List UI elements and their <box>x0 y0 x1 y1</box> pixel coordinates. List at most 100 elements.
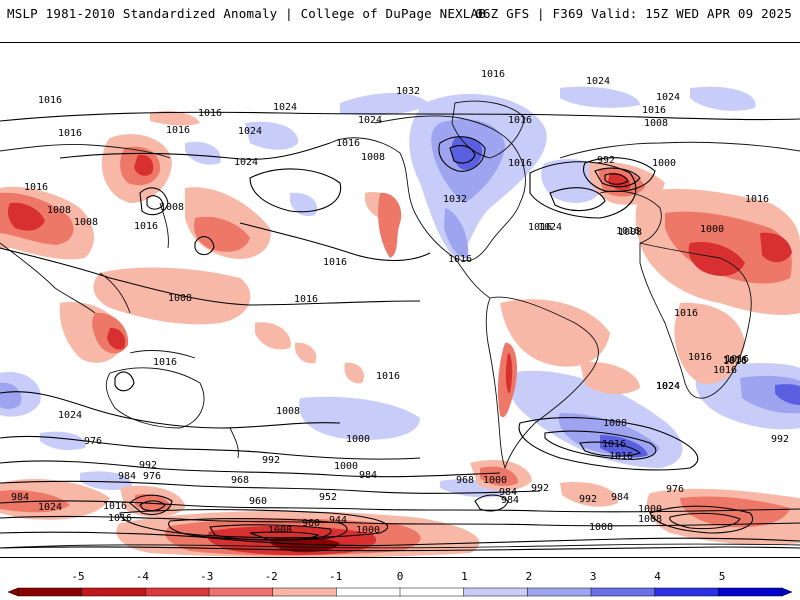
colorbar-left-arrow <box>7 587 19 597</box>
map-canvas: 1016102410161032102410161016102410161008… <box>0 69 800 557</box>
anomaly-region <box>674 302 745 384</box>
isobar-label: 1000 <box>334 461 358 472</box>
coastline <box>454 257 491 299</box>
anomaly-region <box>505 353 513 394</box>
isobar <box>474 494 509 512</box>
anomaly-region <box>7 202 46 231</box>
isobar-label: 1016 <box>616 226 640 237</box>
isobar <box>579 441 642 457</box>
isobar-label: 1016 <box>448 254 472 265</box>
isobar-label: 1016 <box>24 182 48 193</box>
anomaly-region <box>580 362 640 395</box>
isobar <box>594 167 641 188</box>
isobar-label: 968 <box>231 475 249 486</box>
anomaly-region <box>134 154 154 176</box>
isobar-label: 1024 <box>38 502 62 513</box>
isobar-label: 1016 <box>602 439 626 450</box>
anomaly-region <box>560 482 619 507</box>
anomaly-region <box>378 192 402 258</box>
isobar <box>129 494 173 516</box>
colorbar-tick-label: 5 <box>719 570 726 583</box>
isobar-label: 944 <box>329 515 347 526</box>
isobar <box>0 546 800 552</box>
isobar-label: 1032 <box>443 194 467 205</box>
colorbar-segment <box>17 587 83 597</box>
anomaly-region <box>290 192 318 217</box>
isobar-label: 1008 <box>603 418 627 429</box>
isobar-label: 1016 <box>294 294 318 305</box>
isobar-label: 1008 <box>168 293 192 304</box>
isobar-label: 1000 <box>700 224 724 235</box>
isobar-label: 1024 <box>656 381 680 392</box>
isobar-label: 1024 <box>58 410 82 421</box>
isobar-label: 1008 <box>160 202 184 213</box>
colorbar-segment <box>81 587 147 597</box>
colorbar-tick-label: 3 <box>590 570 597 583</box>
isobar-label: 1016 <box>713 365 737 376</box>
isobar <box>249 531 320 541</box>
colorbar-tick-label: -1 <box>329 570 342 583</box>
anomaly-region <box>344 362 365 384</box>
isobar-label: 952 <box>319 492 337 503</box>
isobar <box>139 500 166 512</box>
anomaly-region <box>340 93 430 116</box>
isobar-label: 1016 <box>166 125 190 136</box>
isobar-label: 1024 <box>234 157 258 168</box>
isobar-label: 1008 <box>268 525 292 536</box>
isobar-label: 984 <box>11 492 29 503</box>
anomaly-region <box>185 141 221 165</box>
isobar-label: 984 <box>501 495 519 506</box>
anomaly-region <box>299 396 420 440</box>
anomaly-region <box>480 466 518 486</box>
isobar <box>146 195 164 210</box>
anomaly-region <box>690 86 756 111</box>
colorbar-segment <box>527 587 592 597</box>
anomaly-region <box>150 111 200 126</box>
isobar-label: 992 <box>262 455 280 466</box>
map-title: MSLP 1981-2010 Standardized Anomaly | Co… <box>7 6 486 21</box>
isobar-label: 1008 <box>47 205 71 216</box>
isobar-label: 1016 <box>528 222 552 233</box>
isobar <box>549 187 606 212</box>
isobar <box>0 247 421 306</box>
isobar-label: 1016 <box>103 501 127 512</box>
anomaly-region <box>0 382 22 409</box>
colorbar-tick-label: 2 <box>525 570 532 583</box>
isobar-label: 1016 <box>723 355 747 366</box>
coastline <box>0 144 171 159</box>
isobar-label: 1000 <box>638 504 662 515</box>
isobar-label-layer: 1016102410161032102410161016102410161008… <box>11 69 789 536</box>
coastline <box>129 350 196 359</box>
colorbar-segment <box>272 587 338 597</box>
isobar-label: 1008 <box>618 227 642 238</box>
anomaly-region <box>255 322 291 350</box>
colorbar-tick-label: 1 <box>461 570 468 583</box>
isobar-label: 1016 <box>745 194 769 205</box>
isobar-label: 992 <box>531 483 549 494</box>
isobar <box>0 531 800 547</box>
isobar-label: 1016 <box>642 105 666 116</box>
isobar-label: 1016 <box>198 108 222 119</box>
isobar-label: 1008 <box>276 406 300 417</box>
isobar-label: 1016 <box>336 138 360 149</box>
isobar <box>518 417 699 471</box>
isobar <box>0 391 341 429</box>
isobar-label: 992 <box>597 155 615 166</box>
anomaly-map: 1016 1024 1016 1032 1024 1016 1016 1024 1016 1008… <box>0 42 800 558</box>
isobar-label: 1016 <box>323 257 347 268</box>
anomaly-region <box>500 299 610 367</box>
isobar-label: 1016 <box>134 221 158 232</box>
isobar-label: 1016 <box>609 451 633 462</box>
isobar-label: 992 <box>139 460 157 471</box>
isobar-label: 1016 <box>723 356 747 367</box>
isobar-label: 1024 <box>538 222 562 233</box>
isobar-label: 976 <box>84 436 102 447</box>
coastline <box>0 543 800 549</box>
colorbar-tick-label: -4 <box>136 570 150 583</box>
anomaly-region <box>80 471 133 491</box>
isobar-label: 1024 <box>273 102 297 113</box>
isobar <box>0 480 541 494</box>
isobar <box>0 111 800 122</box>
model-run-info: 06Z GFS | F369 Valid: 15Z WED APR 09 202… <box>475 6 792 21</box>
isobar-label: 1024 <box>586 76 610 87</box>
